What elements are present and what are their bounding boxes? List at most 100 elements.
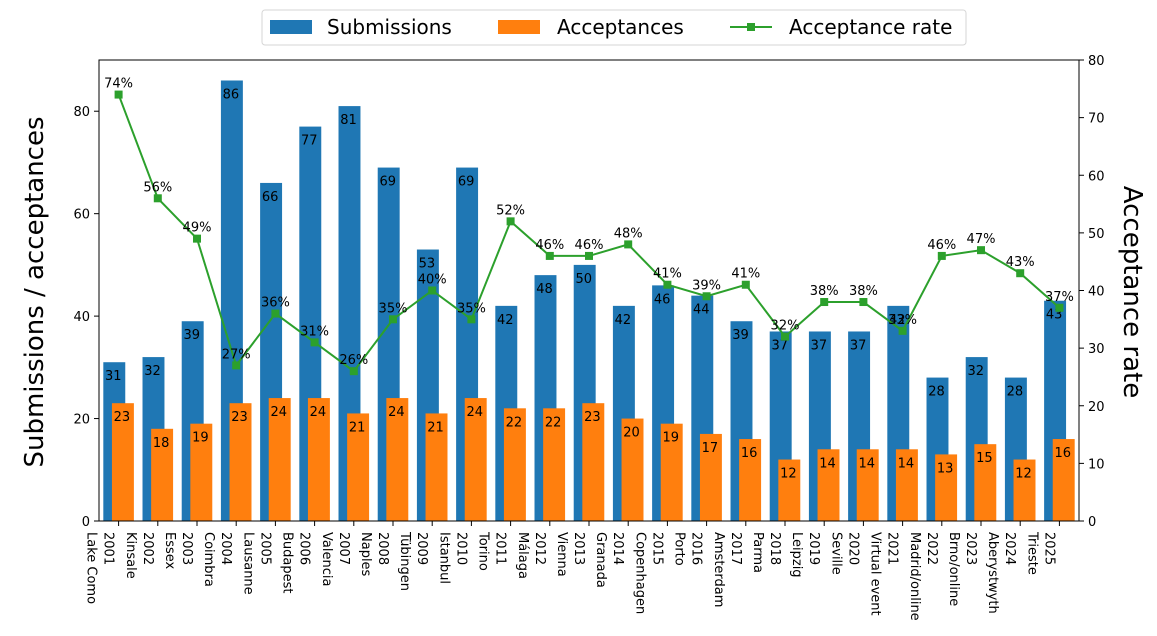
x-tick-label: 2003Essex [162, 532, 194, 570]
x-tick-label-line: 2021 [885, 532, 900, 565]
acceptance-rate-marker [781, 332, 789, 341]
x-tick-label-line: 2020 [845, 532, 860, 565]
submissions-value-label: 32 [967, 364, 984, 379]
submissions-value-label: 48 [536, 282, 553, 297]
acceptance-rate-label: 46% [575, 238, 604, 253]
acceptance-rate-label: 48% [614, 226, 643, 241]
acceptances-value-label: 14 [898, 456, 915, 471]
x-axis-ticks: 2001Lake Como 2002Kinsale 2003Essex 2004Coi… [84, 521, 1060, 621]
acceptance-rate-marker [585, 251, 593, 260]
x-tick-label-line: 2010 [453, 532, 468, 565]
legend-swatch-submissions [270, 20, 312, 34]
acceptance-rate-label: 35% [379, 301, 408, 316]
x-tick-label: 2022Madrid/online [907, 532, 939, 621]
x-tick-label-line: Coimbra [201, 532, 216, 587]
acceptance-rate-marker [467, 315, 476, 324]
y-axis-right-title: Acceptance rate [1117, 186, 1147, 398]
x-tick-label-line: Amsterdam [711, 532, 726, 607]
x-tick-label-line: Trieste [1024, 531, 1039, 575]
acceptances-value-label: 13 [937, 461, 954, 476]
acceptances-value-label: 16 [741, 446, 758, 461]
x-tick-label-line: 2011 [493, 532, 508, 565]
acceptances-value-label: 16 [1054, 446, 1071, 461]
x-tick-label-line: Seville [828, 532, 843, 575]
x-tick-label-line: 2016 [689, 532, 704, 565]
acceptances-bar [425, 413, 448, 521]
legend-swatch-rate-marker [747, 23, 755, 31]
acceptance-rate-label: 38% [810, 284, 839, 299]
acceptance-rate-marker [859, 298, 868, 307]
x-tick-label-line: 2019 [806, 532, 821, 565]
submissions-value-label: 81 [340, 113, 357, 128]
acceptances-value-label: 23 [114, 410, 131, 425]
y-axis-left-title: Submissions / acceptances [20, 116, 50, 467]
x-tick-label-line: 2005 [257, 532, 272, 565]
x-tick-label-line: 2012 [532, 532, 547, 565]
acceptances-value-label: 14 [858, 456, 875, 471]
x-tick-label-line: 2004 [218, 532, 233, 565]
acceptance-rate-marker [153, 194, 162, 203]
acceptance-rate-label: 74% [104, 77, 133, 92]
y-right-tick-label: 80 [1088, 54, 1105, 69]
acceptance-rate-marker [545, 251, 554, 260]
acceptance-rate-label: 43% [1006, 255, 1035, 270]
acceptances-bar [268, 398, 291, 521]
acceptances-value-label: 24 [388, 405, 405, 420]
x-tick-label-line: 2007 [336, 532, 351, 565]
submissions-value-label: 50 [575, 272, 592, 287]
x-tick-label-line: Valencia [319, 532, 334, 586]
acceptances-bar [347, 413, 370, 521]
acceptances-value-label: 23 [584, 410, 601, 425]
x-tick-label: 2020Seville [828, 532, 860, 575]
x-tick-label-line: Copenhagen [632, 532, 647, 614]
y-right-tick-label: 20 [1088, 400, 1105, 415]
acceptance-rate-label: 40% [418, 273, 447, 288]
submissions-value-label: 44 [693, 303, 710, 318]
acceptances-bar [151, 428, 174, 521]
acceptances-bar [660, 423, 683, 521]
y-left-tick-label: 0 [82, 515, 90, 530]
acceptance-rate-label: 32% [771, 319, 800, 334]
acceptance-rate-marker [114, 90, 123, 99]
acceptance-rate-marker [349, 367, 358, 376]
y-right-tick-label: 70 [1088, 112, 1105, 127]
x-tick-label-line: Aberystwyth [985, 532, 1000, 614]
x-tick-label-line: Leipzig [789, 532, 804, 578]
x-tick-label: 2011Torino [476, 531, 508, 571]
acceptance-rate-label: 27% [222, 347, 251, 362]
x-tick-label-line: Budapest [280, 532, 295, 594]
x-tick-label-line: Lake Como [84, 532, 99, 604]
submissions-value-label: 37 [850, 338, 867, 353]
x-tick-label-line: 2025 [1041, 532, 1056, 565]
submissions-value-label: 39 [183, 328, 200, 343]
x-tick-label: 2024Aberystwyth [985, 532, 1017, 614]
acceptance-rate-label: 31% [300, 324, 329, 339]
submissions-value-label: 42 [615, 313, 632, 328]
x-tick-label-line: 2023 [963, 532, 978, 565]
acceptances-bar [229, 403, 252, 521]
acceptances-value-label: 18 [153, 436, 170, 451]
acceptances-bar [386, 398, 409, 521]
acceptance-rate-label: 37% [1045, 290, 1074, 305]
acceptances-bar [543, 408, 566, 521]
acceptance-rate-label: 38% [849, 284, 878, 299]
x-tick-label-line: Kinsale [123, 532, 138, 579]
x-tick-label: 2013Vienna [554, 532, 586, 577]
acceptance-rate-marker [1055, 303, 1064, 312]
acceptances-bar [464, 398, 487, 521]
acceptance-rate-marker [389, 315, 397, 324]
submissions-value-label: 77 [301, 134, 318, 149]
x-tick-label: 2001Lake Como [84, 532, 116, 604]
x-tick-label-line: 2006 [297, 532, 312, 565]
x-tick-label-line: Parma [750, 532, 765, 573]
acceptances-value-label: 22 [506, 415, 523, 430]
y-right-tick-label: 30 [1088, 342, 1105, 357]
acceptances-bar [856, 449, 879, 521]
acceptance-rate-marker [232, 361, 241, 370]
x-tick-label-line: Brno/online [946, 532, 961, 606]
x-tick-label-line: 2017 [728, 532, 743, 565]
acceptance-rate-marker [428, 286, 437, 295]
acceptance-rate-label: 35% [457, 301, 486, 316]
y-axis-right-ticks: 0 10 20 30 40 50 60 70 80 [1079, 54, 1105, 530]
x-tick-label: 2005Lausanne [240, 532, 272, 595]
